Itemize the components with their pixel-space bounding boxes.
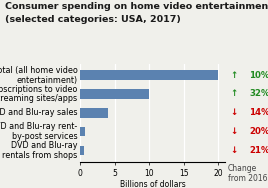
Text: 32%: 32% xyxy=(249,89,268,99)
Text: ↑: ↑ xyxy=(230,89,238,99)
Bar xyxy=(80,146,84,155)
Text: Change
from 2016: Change from 2016 xyxy=(228,164,267,183)
Text: Consumer spending on home video entertainment: Consumer spending on home video entertai… xyxy=(5,2,268,11)
Text: ↓: ↓ xyxy=(230,146,238,155)
Bar xyxy=(80,70,218,80)
X-axis label: Billions of dollars: Billions of dollars xyxy=(120,180,186,188)
Text: 10%: 10% xyxy=(249,71,268,80)
Text: ↑: ↑ xyxy=(230,71,238,80)
Text: ↓: ↓ xyxy=(230,127,238,136)
Text: (selected categories: USA, 2017): (selected categories: USA, 2017) xyxy=(5,15,181,24)
Text: 14%: 14% xyxy=(249,108,268,117)
Text: 20%: 20% xyxy=(249,127,268,136)
Bar xyxy=(80,108,108,118)
Text: 21%: 21% xyxy=(249,146,268,155)
Text: ↓: ↓ xyxy=(230,108,238,117)
Bar xyxy=(80,127,84,136)
Bar xyxy=(80,89,149,99)
